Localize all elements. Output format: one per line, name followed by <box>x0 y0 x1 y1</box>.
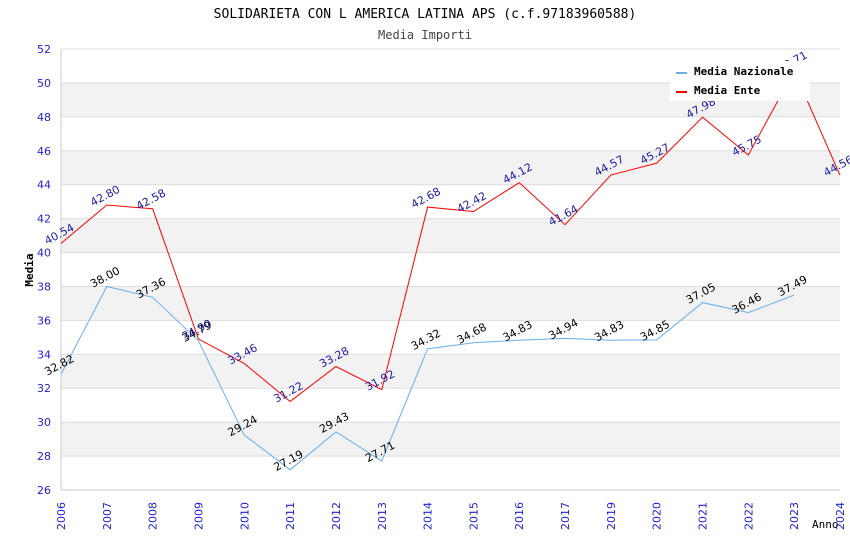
x-tick-label: 2021 <box>697 502 710 530</box>
plot-band <box>61 116 840 151</box>
series-line-media-nazionale <box>60 285 795 471</box>
x-tick-label: 2014 <box>422 502 435 530</box>
plot-band <box>61 218 840 253</box>
x-tick-label: 2011 <box>284 502 297 530</box>
y-tick-label: 28 <box>37 450 51 463</box>
x-tick-label: 2009 <box>192 502 205 530</box>
x-tick-label: 2017 <box>559 502 572 530</box>
plot-band <box>61 354 840 389</box>
y-tick-label: 50 <box>37 77 51 90</box>
legend: Media Nazionale Media Ente <box>670 61 810 101</box>
x-tick-label: 2013 <box>376 502 389 530</box>
x-tick-label: 2007 <box>101 502 114 530</box>
series-line-media-ente <box>60 69 841 403</box>
legend-box <box>670 61 810 101</box>
y-tick-label: 32 <box>37 382 51 395</box>
plot-band <box>61 388 840 423</box>
plot-band <box>61 150 840 185</box>
x-tick-label: 2020 <box>651 502 664 530</box>
y-tick-label: 46 <box>37 145 51 158</box>
x-tick-label: 2010 <box>238 502 251 530</box>
x-axis-label: Anno <box>812 518 839 531</box>
x-tick-label: 2012 <box>330 502 343 530</box>
chart-title: SOLIDARIETA CON L AMERICA LATINA APS (c.… <box>214 7 637 22</box>
y-tick-label: 48 <box>37 111 51 124</box>
x-tick-label: 2015 <box>467 502 480 530</box>
x-tick-labels: 2006 2007 2008 2009 2010 2011 2012 2013 2014 2015… <box>55 502 847 530</box>
plot-band <box>61 422 840 457</box>
x-tick-label: 2016 <box>513 502 526 530</box>
plot-band <box>61 184 840 219</box>
legend-label-media-nazionale: Media Nazionale <box>694 65 794 78</box>
y-tick-label: 44 <box>37 179 51 192</box>
plot-band <box>61 252 840 287</box>
legend-label-media-ente: Media Ente <box>694 84 761 97</box>
y-tick-label: 42 <box>37 213 51 226</box>
y-tick-label: 34 <box>37 348 51 361</box>
plot-band <box>61 320 840 355</box>
y-tick-label: 52 <box>37 43 51 56</box>
plot-band <box>61 456 840 490</box>
plot-bands <box>61 49 840 490</box>
y-tick-label: 36 <box>37 314 51 327</box>
series-group <box>60 69 841 471</box>
y-tick-label: 38 <box>37 280 51 293</box>
x-tick-label: 2019 <box>605 502 618 530</box>
x-tick-label: 2022 <box>742 502 755 530</box>
x-tick-label: 2023 <box>788 502 801 530</box>
x-tick-label: 2008 <box>147 502 160 530</box>
x-tick-label: 2006 <box>55 502 68 530</box>
x-tick-label: 2024 <box>834 502 847 530</box>
y-tick-labels: 26 28 30 32 34 36 38 40 42 44 46 48 50 52 <box>37 43 51 497</box>
chart-subtitle: Media Importi <box>378 28 472 42</box>
y-axis-label: Media <box>23 253 36 286</box>
y-tick-label: 40 <box>37 247 51 260</box>
y-tick-label: 26 <box>37 484 51 497</box>
y-tick-label: 30 <box>37 416 51 429</box>
plot-band <box>61 286 840 321</box>
